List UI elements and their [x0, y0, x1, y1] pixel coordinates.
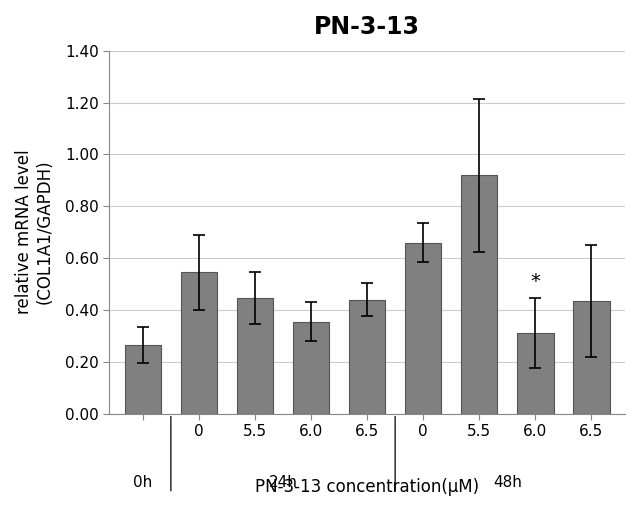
Bar: [573, 301, 609, 414]
Bar: [461, 175, 497, 414]
Bar: [405, 243, 442, 414]
Bar: [237, 298, 273, 414]
Title: PN-3-13: PN-3-13: [314, 15, 420, 39]
Y-axis label: relative mRNA level
(COL1A1/GAPDH): relative mRNA level (COL1A1/GAPDH): [15, 150, 54, 314]
Text: *: *: [531, 271, 540, 291]
Text: 24h: 24h: [269, 475, 298, 491]
Text: 48h: 48h: [493, 475, 522, 491]
Bar: [293, 321, 329, 414]
Bar: [125, 345, 161, 414]
Bar: [349, 299, 385, 414]
Text: 0h: 0h: [133, 475, 152, 491]
Bar: [180, 272, 217, 414]
Bar: [517, 333, 554, 414]
X-axis label: PN-3-13 concentration(μM): PN-3-13 concentration(μM): [255, 478, 479, 496]
